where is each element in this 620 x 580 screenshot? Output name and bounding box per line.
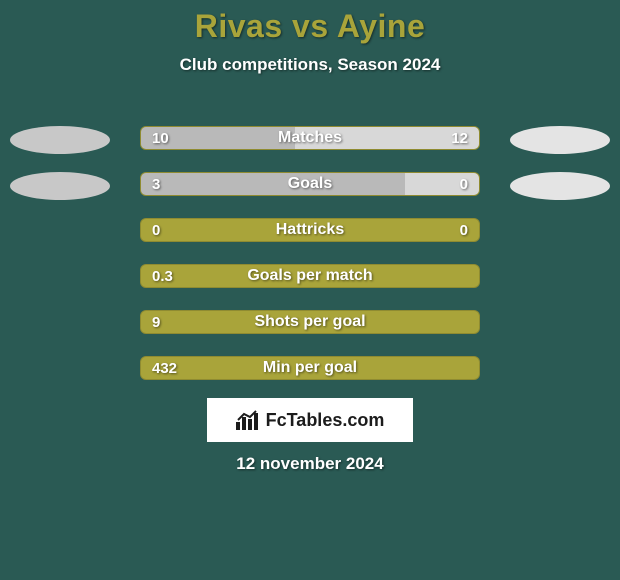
player-marker-left: [10, 172, 110, 200]
stat-rows-container: Matches1012Goals30Hattricks00Goals per m…: [0, 120, 620, 396]
stat-bar-fill-left: [141, 127, 295, 149]
player-marker-left: [10, 126, 110, 154]
stat-bar-track: [140, 310, 480, 334]
stat-row: Hattricks00: [0, 212, 620, 258]
stat-row: Matches1012: [0, 120, 620, 166]
page-subtitle: Club competitions, Season 2024: [0, 55, 620, 75]
stat-row: Goals per match0.3: [0, 258, 620, 304]
stat-row: Goals30: [0, 166, 620, 212]
player-marker-right: [510, 126, 610, 154]
stat-bar-track: [140, 356, 480, 380]
stat-bar-track: [140, 218, 480, 242]
comparison-infographic: Rivas vs Ayine Club competitions, Season…: [0, 0, 620, 580]
stat-bar-fill-left: [141, 173, 405, 195]
stat-row: Shots per goal9: [0, 304, 620, 350]
brand-text: FcTables.com: [266, 410, 385, 431]
stat-bar-track: [140, 126, 480, 150]
stat-bar-fill-right: [405, 173, 479, 195]
stat-bar-fill-right: [295, 127, 479, 149]
player-marker-right: [510, 172, 610, 200]
brand-badge: FcTables.com: [207, 398, 413, 442]
date-label: 12 november 2024: [0, 454, 620, 474]
stat-bar-track: [140, 172, 480, 196]
brand-icon: [236, 410, 260, 430]
page-title: Rivas vs Ayine: [0, 0, 620, 45]
stat-row: Min per goal432: [0, 350, 620, 396]
stat-bar-track: [140, 264, 480, 288]
